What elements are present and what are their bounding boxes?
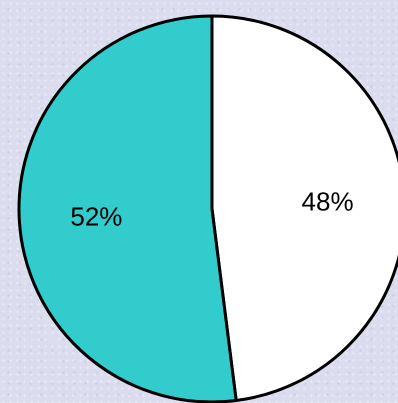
slice-label-2: 52% xyxy=(70,201,122,231)
pie-slice-1 xyxy=(210,14,398,402)
pie-slice-2 xyxy=(17,14,238,403)
slice-label-1: 48% xyxy=(302,187,354,217)
pie-labels: 48% 52% xyxy=(70,187,353,232)
pie-slices xyxy=(17,14,398,403)
